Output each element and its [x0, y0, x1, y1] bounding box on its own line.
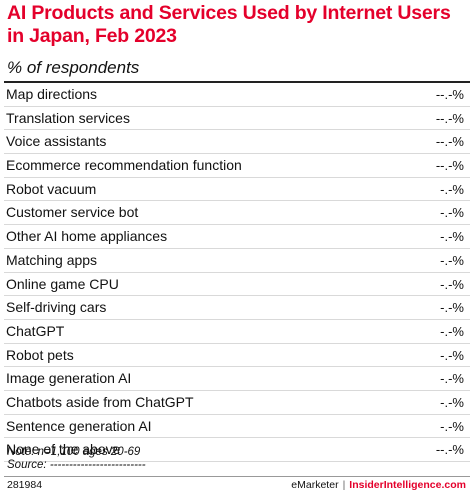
note-text: Note: n=1,100 ages 20-69 — [7, 446, 141, 458]
row-label: Robot pets — [6, 346, 74, 363]
row-value: -.-% — [440, 371, 464, 387]
row-label: Ecommerce recommendation function — [6, 157, 242, 174]
brand: eMarketer | InsiderIntelligence.com — [291, 479, 466, 492]
footer: 281984 eMarketer | InsiderIntelligence.com — [0, 479, 474, 493]
row-label: Image generation AI — [6, 370, 132, 387]
row-value: -.-% — [440, 181, 464, 197]
row-value: --.-% — [435, 87, 464, 102]
row-value: -.-% — [440, 347, 464, 363]
row-value: -.-% — [440, 229, 464, 245]
row-value: -.-% — [440, 323, 464, 339]
row-value: --.-% — [435, 158, 464, 174]
table-row: Robot pets -.-% — [4, 344, 470, 368]
row-value: -.-% — [440, 418, 464, 434]
row-value: -.-% — [440, 300, 464, 316]
row-value: -.-% — [440, 394, 464, 410]
table-row: Matching apps -.-% — [4, 249, 470, 273]
row-label: Robot vacuum — [6, 180, 97, 197]
row-label: Sentence generation AI — [6, 417, 152, 434]
row-value: -.-% — [440, 205, 464, 221]
table-row: ChatGPT -.-% — [4, 320, 470, 344]
row-label: Other AI home appliances — [6, 228, 168, 245]
chart-id: 281984 — [7, 479, 43, 491]
row-value: -.-% — [440, 252, 464, 268]
table-row: Map directions --.-% — [4, 83, 470, 107]
row-value: --.-% — [435, 110, 464, 126]
row-label: ChatGPT — [6, 322, 65, 339]
row-label: Voice assistants — [6, 133, 107, 150]
table-row: Customer service bot -.-% — [4, 201, 470, 226]
table-body: Map directions --.-% Translation services -… — [0, 83, 474, 462]
row-label: Matching apps — [6, 251, 98, 268]
chart-title: AI Products and Services Used by Interne… — [7, 2, 451, 47]
table-top-rule — [4, 81, 470, 83]
footer-divider — [4, 476, 470, 477]
table-row: Chatbots aside from ChatGPT -.-% — [4, 391, 470, 415]
table-row: Voice assistants --.-% — [4, 130, 470, 155]
table-row: Self-driving cars -.-% — [4, 296, 470, 320]
row-value: --.-% — [435, 134, 464, 150]
table-row: Other AI home appliances -.-% — [4, 225, 470, 249]
table-row: Translation services --.-% — [4, 107, 470, 131]
brand-emarketer: eMarketer — [291, 479, 339, 491]
brand-insider-intelligence[interactable]: InsiderIntelligence.com — [349, 479, 466, 491]
source-text: Source: ------------------------- — [7, 459, 146, 471]
table-row: Online game CPU -.-% — [4, 273, 470, 297]
brand-separator: | — [342, 479, 346, 491]
row-value: --.-% — [435, 442, 464, 458]
table-row: None of the above --.-% — [4, 438, 470, 462]
row-label: Map directions — [6, 86, 98, 102]
table-row: Robot vacuum -.-% — [4, 178, 470, 202]
chart-subtitle: % of respondents — [7, 58, 140, 77]
row-label: Translation services — [6, 109, 130, 126]
table-row: Ecommerce recommendation function --.-% — [4, 154, 470, 178]
row-label: Self-driving cars — [6, 299, 107, 316]
row-value: -.-% — [440, 276, 464, 292]
row-label: None of the above — [6, 441, 121, 458]
data-table: Map directions --.-% Translation services -… — [0, 81, 474, 462]
table-row: Image generation AI -.-% — [4, 367, 470, 391]
row-label: Online game CPU — [6, 275, 119, 292]
chart-notes: Note: n=1,100 ages 20-69 Source: -------… — [7, 446, 146, 472]
table-row: Sentence generation AI -.-% — [4, 415, 470, 439]
row-label: Chatbots aside from ChatGPT — [6, 393, 194, 410]
row-label: Customer service bot — [6, 204, 139, 221]
